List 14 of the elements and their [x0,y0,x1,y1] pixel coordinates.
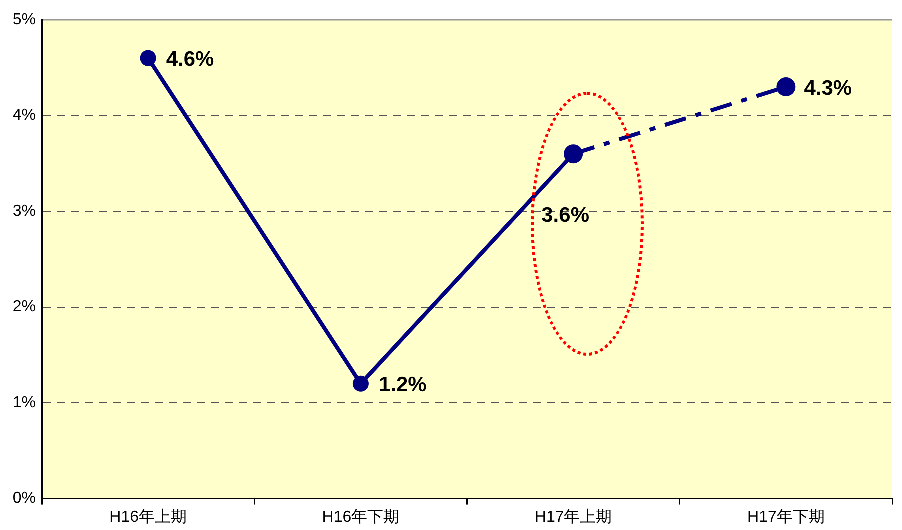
data-label: 4.6% [166,48,215,72]
y-tick-label: 2% [12,298,36,316]
data-label: 4.3% [804,76,852,100]
x-tick-label: H16年上期 [110,508,187,526]
y-tick-label: 3% [12,202,36,220]
x-tick-label: H17年下期 [748,508,825,526]
x-tick-label: H17年上期 [534,508,612,526]
data-label: 3.6% [542,204,590,227]
data-label: 1.2% [378,374,428,397]
y-tick-label: 1% [12,394,36,412]
y-tick-label: 4% [12,107,36,124]
y-tick-label: 0% [12,490,36,508]
x-tick-label: H16年下期 [322,508,400,526]
y-tick-label: 5% [12,11,36,28]
